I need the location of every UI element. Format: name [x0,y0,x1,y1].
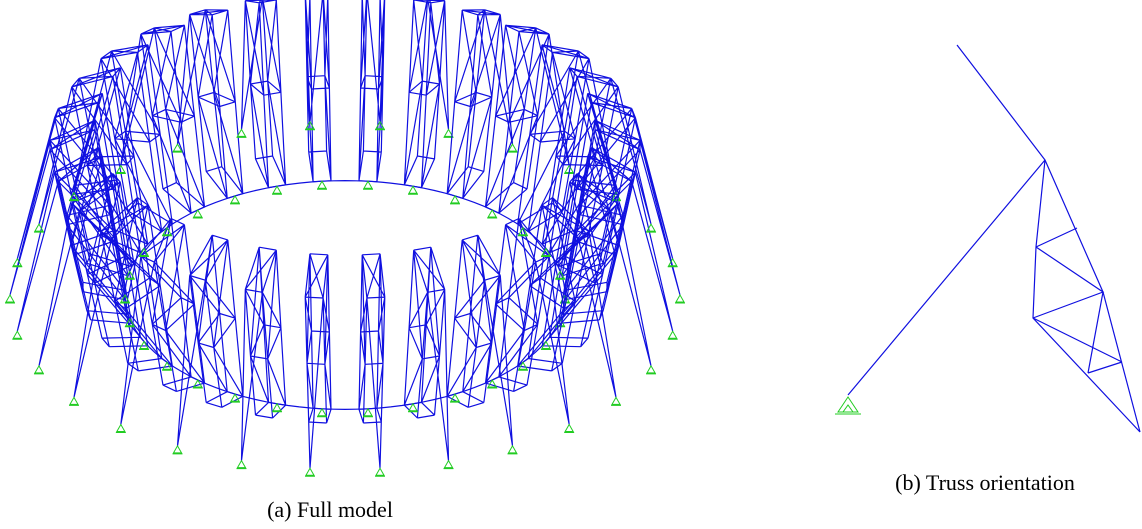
truss-orientation [835,45,1140,432]
truss [404,247,448,461]
truss [305,254,331,468]
caption-a: (a) Full model [267,497,393,522]
truss-members [848,45,1140,432]
truss [447,235,512,446]
truss [565,120,680,299]
truss [242,247,286,461]
figure: (a) Full model (b) Truss orientation [0,0,1142,529]
caption-b: (b) Truss orientation [895,470,1075,495]
support [408,404,454,469]
truss [447,10,512,199]
truss [178,10,243,199]
truss [242,0,286,188]
truss [404,0,448,188]
truss [359,254,385,468]
truss [359,0,385,182]
support [835,397,861,414]
page: (a) Full model (b) Truss orientation (()… [0,0,1142,529]
support [236,404,282,469]
truss [10,120,125,299]
truss [305,0,331,182]
truss [178,235,243,446]
full-model [5,0,685,476]
